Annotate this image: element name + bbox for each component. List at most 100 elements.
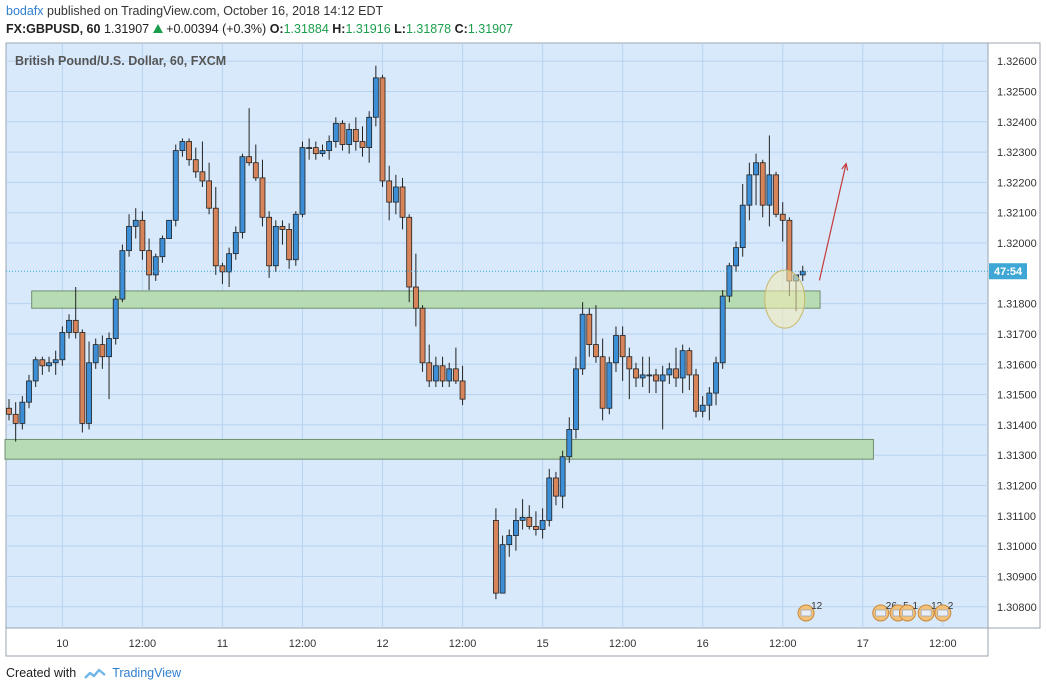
support-zone	[31, 290, 821, 309]
candle-body	[6, 407, 12, 415]
time-tick-label: 12:00	[129, 638, 157, 650]
candle-body	[719, 295, 726, 364]
candle-body	[179, 141, 186, 152]
candle-body	[439, 365, 446, 382]
candle-body	[266, 216, 273, 267]
candle-body	[119, 250, 126, 300]
candle-body	[739, 204, 746, 248]
candle-body	[559, 456, 566, 497]
candle-body	[679, 350, 686, 379]
candle-body	[192, 159, 199, 173]
candle-body	[699, 404, 706, 412]
candle-body	[19, 401, 26, 424]
candle-body	[573, 368, 579, 430]
candle-body	[332, 122, 339, 142]
candle-body	[533, 526, 539, 530]
candle-body	[633, 368, 639, 379]
candle-body	[379, 77, 386, 182]
current-price-tag	[989, 263, 1027, 280]
candle-body	[326, 141, 333, 152]
price-tick-label: 1.31000	[997, 541, 1037, 553]
flag-icon	[800, 609, 812, 617]
candle-body	[99, 344, 106, 358]
candle-body	[46, 362, 52, 367]
candle-body	[272, 225, 279, 267]
candle-body	[252, 162, 259, 179]
flag-icon	[902, 609, 913, 617]
candle-body	[493, 519, 499, 594]
candle-body	[86, 362, 92, 424]
price-tick-label: 1.32200	[997, 177, 1037, 189]
candle-body	[459, 380, 466, 400]
event-count-label: 2	[948, 601, 954, 612]
flag-icon	[875, 609, 887, 617]
chart-title: British Pound/U.S. Dollar, 60, FXCM	[15, 54, 226, 68]
tradingview-logo-icon	[84, 668, 106, 679]
candle-body	[279, 225, 286, 230]
candle-body	[713, 362, 719, 394]
candle-body	[606, 362, 613, 409]
event-count-label: 1	[912, 601, 918, 612]
time-tick-label: 10	[56, 638, 68, 650]
candle-body	[106, 338, 112, 358]
candle-body	[239, 156, 246, 233]
open-label: O:	[269, 22, 284, 36]
low-value: 1.31878	[405, 22, 452, 36]
candle-body	[553, 477, 559, 497]
candle-body	[566, 429, 573, 458]
tradingview-link[interactable]: TradingView	[112, 666, 181, 680]
close-value: 1.31907	[467, 22, 514, 36]
candle-body	[519, 516, 526, 521]
candle-body	[199, 171, 206, 182]
price-axis	[987, 42, 1041, 629]
high-label: H:	[332, 22, 346, 36]
event-markers[interactable]: 122651122	[797, 601, 954, 622]
event-count-label: 26	[886, 601, 898, 612]
candle-body	[726, 265, 733, 297]
price-tick-label: 1.31800	[997, 299, 1037, 311]
candle-body	[359, 141, 366, 148]
candle-body	[159, 238, 166, 258]
time-tick-label: 12	[376, 638, 388, 650]
candle-body	[659, 374, 666, 382]
candle-body	[579, 313, 586, 370]
candle-body	[206, 180, 213, 209]
candle-body	[639, 374, 646, 379]
candle-body	[166, 219, 172, 239]
candle-body	[66, 319, 72, 333]
author-link[interactable]: bodafx	[6, 4, 44, 18]
candle-body	[372, 77, 379, 118]
up-triangle-icon	[153, 24, 164, 33]
candle-body	[346, 128, 353, 145]
publish-text: published on TradingView.com, October 16…	[47, 4, 384, 18]
price-tick-label: 1.32300	[997, 147, 1037, 159]
candle-body	[32, 359, 39, 382]
candle-body	[59, 332, 66, 361]
candle-body	[686, 350, 693, 376]
price-tick-label: 1.31500	[997, 390, 1037, 402]
price-tick-label: 1.31100	[997, 511, 1036, 523]
candle-body	[306, 147, 313, 149]
candle-body	[92, 344, 99, 364]
symbol-label: FX:GBPUSD, 60	[6, 22, 101, 36]
candle-body	[72, 319, 79, 333]
price-tick-label: 1.32500	[997, 86, 1037, 98]
candle-body	[766, 174, 773, 206]
candle-body	[779, 213, 786, 221]
candle-body	[386, 180, 393, 203]
price-axis-labels: 1.32600 1.32500 1.32400 1.32300 1.32200 1.321…	[989, 56, 1037, 614]
candle-body	[593, 344, 599, 358]
candle-body	[799, 270, 806, 276]
highlight-ellipse	[764, 269, 806, 329]
event-count-label: 12	[811, 601, 823, 612]
time-tick-label: 15	[536, 638, 548, 650]
high-value: 1.31916	[345, 22, 391, 36]
low-label: L:	[394, 22, 406, 36]
time-tick-label: 12:00	[289, 638, 317, 650]
candle-body	[666, 368, 673, 376]
countdown-label: 47:54	[994, 266, 1023, 278]
time-axis-labels: 10 12:00 11 12:00 12 12:00 15 12:00 16 12:00 17 12:…	[56, 638, 956, 650]
price-tick-label: 1.31600	[997, 359, 1037, 371]
candle-body	[366, 116, 373, 148]
